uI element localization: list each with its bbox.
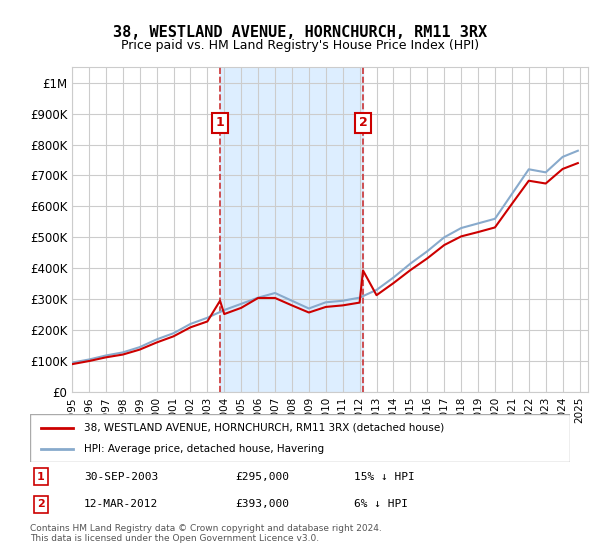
Text: £393,000: £393,000 (235, 499, 289, 509)
FancyBboxPatch shape (30, 414, 570, 462)
Text: 38, WESTLAND AVENUE, HORNCHURCH, RM11 3RX (detached house): 38, WESTLAND AVENUE, HORNCHURCH, RM11 3R… (84, 423, 444, 433)
Text: 1: 1 (37, 472, 44, 482)
Text: £295,000: £295,000 (235, 472, 289, 482)
Text: 30-SEP-2003: 30-SEP-2003 (84, 472, 158, 482)
Bar (220, 67, 363, 392)
Text: 6% ↓ HPI: 6% ↓ HPI (354, 499, 408, 509)
Text: Price paid vs. HM Land Registry's House Price Index (HPI): Price paid vs. HM Land Registry's House … (121, 39, 479, 52)
Text: 1: 1 (215, 116, 224, 129)
Text: 2: 2 (37, 499, 44, 509)
Text: 15% ↓ HPI: 15% ↓ HPI (354, 472, 415, 482)
Text: HPI: Average price, detached house, Havering: HPI: Average price, detached house, Have… (84, 444, 324, 454)
Text: Contains HM Land Registry data © Crown copyright and database right 2024.
This d: Contains HM Land Registry data © Crown c… (30, 524, 382, 543)
Text: 2: 2 (359, 116, 367, 129)
Text: 38, WESTLAND AVENUE, HORNCHURCH, RM11 3RX: 38, WESTLAND AVENUE, HORNCHURCH, RM11 3R… (113, 25, 487, 40)
Text: 12-MAR-2012: 12-MAR-2012 (84, 499, 158, 509)
